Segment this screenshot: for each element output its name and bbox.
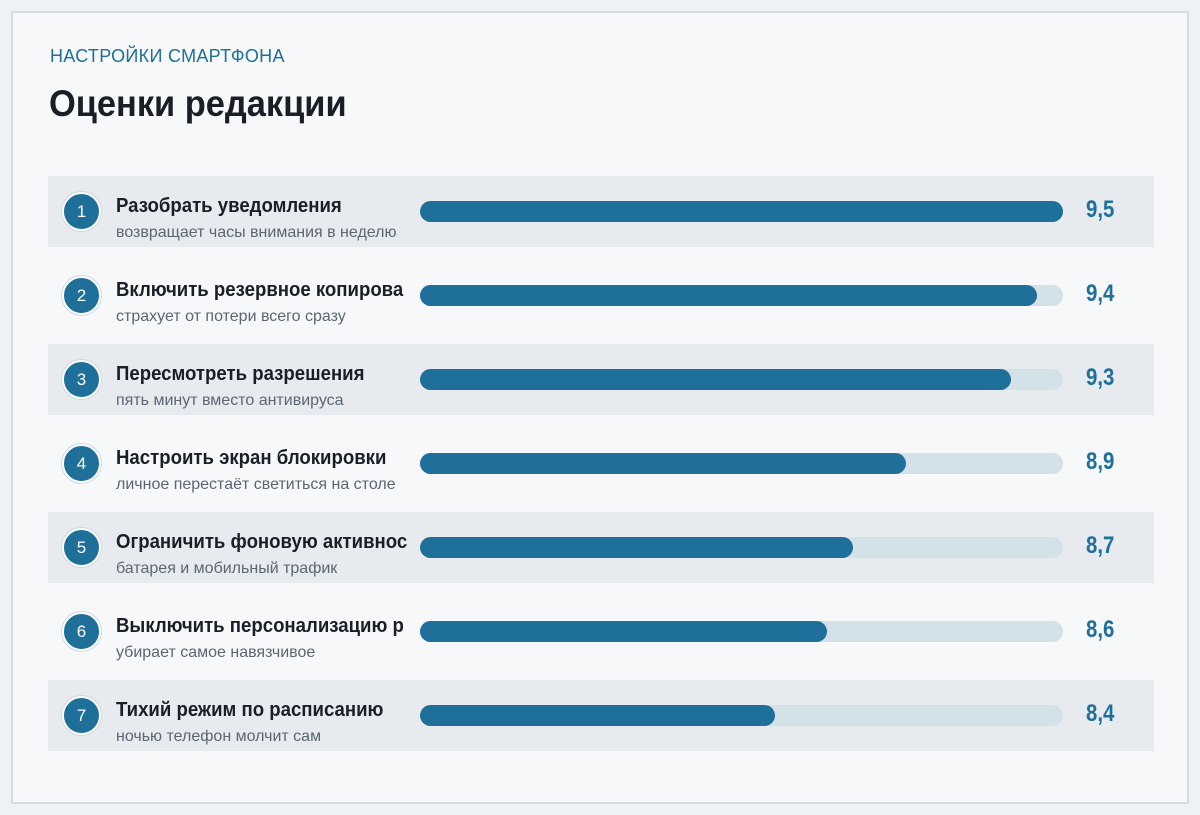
rating-row: 3 Пересмотреть разрешения пять минут вмест… xyxy=(48,344,1154,415)
score-value: 8,4 xyxy=(1086,700,1115,727)
bar-fill xyxy=(420,453,906,474)
rating-subtitle: убирает самое навязчивое xyxy=(116,644,316,661)
rank-badge: 6 xyxy=(62,612,101,651)
rating-label: Разобрать уведомления xyxy=(116,195,342,217)
rating-label: Ограничить фоновую активнос xyxy=(116,531,408,553)
bar-track xyxy=(420,201,1063,222)
rating-label: Выключить персонализацию р xyxy=(116,615,404,637)
score-value: 9,5 xyxy=(1086,196,1115,223)
rank-badge: 3 xyxy=(62,360,101,399)
rank-badge: 7 xyxy=(62,696,101,735)
rating-label: Пересмотреть разрешения xyxy=(116,363,365,385)
rank-badge: 1 xyxy=(62,192,101,231)
section-eyebrow: НАСТРОЙКИ СМАРТФОНА xyxy=(50,46,285,66)
rating-row: 4 Настроить экран блокировки личное перест… xyxy=(48,428,1154,499)
ratings-card: НАСТРОЙКИ СМАРТФОНА Оценки редакции 1 Раз… xyxy=(11,11,1189,804)
rating-subtitle: пять минут вместо антивируса xyxy=(116,392,344,409)
score-value: 9,3 xyxy=(1086,364,1115,391)
rating-row: 7 Тихий режим по расписанию ночью телефон … xyxy=(48,680,1154,751)
score-value: 9,4 xyxy=(1086,280,1115,307)
rating-row: 6 Выключить персонализацию р убирает самое… xyxy=(48,596,1154,667)
rating-label: Тихий режим по расписанию xyxy=(116,699,384,721)
score-value: 8,9 xyxy=(1086,448,1115,475)
bar-fill xyxy=(420,621,827,642)
bar-track xyxy=(420,369,1063,390)
rating-label: Включить резервное копирова xyxy=(116,279,404,301)
rating-row: 5 Ограничить фоновую активнос батарея и мо… xyxy=(48,512,1154,583)
bar-fill xyxy=(420,369,1011,390)
rank-badge: 2 xyxy=(62,276,101,315)
rating-subtitle: страхует от потери всего сразу xyxy=(116,308,346,325)
bar-fill xyxy=(420,201,1063,222)
bar-track xyxy=(420,453,1063,474)
rating-subtitle: личное перестаёт светиться на столе xyxy=(116,476,396,493)
score-value: 8,7 xyxy=(1086,532,1115,559)
rating-subtitle: возвращает часы внимания в неделю xyxy=(116,224,397,241)
ratings-list: 1 Разобрать уведомления возвращает часы вн… xyxy=(48,176,1154,764)
bar-track xyxy=(420,537,1063,558)
rank-badge: 5 xyxy=(62,528,101,567)
rating-subtitle: батарея и мобильный трафик xyxy=(116,560,338,577)
bar-fill xyxy=(420,705,775,726)
bar-fill xyxy=(420,285,1037,306)
bar-fill xyxy=(420,537,853,558)
bar-track xyxy=(420,705,1063,726)
rating-label: Настроить экран блокировки xyxy=(116,447,387,469)
rank-badge: 4 xyxy=(62,444,101,483)
rating-row: 2 Включить резервное копирова страхует от … xyxy=(48,260,1154,331)
rating-subtitle: ночью телефон молчит сам xyxy=(116,728,322,745)
rating-row: 1 Разобрать уведомления возвращает часы вн… xyxy=(48,176,1154,247)
bar-track xyxy=(420,285,1063,306)
page-title: Оценки редакции xyxy=(49,83,347,124)
bar-track xyxy=(420,621,1063,642)
score-value: 8,6 xyxy=(1086,616,1115,643)
